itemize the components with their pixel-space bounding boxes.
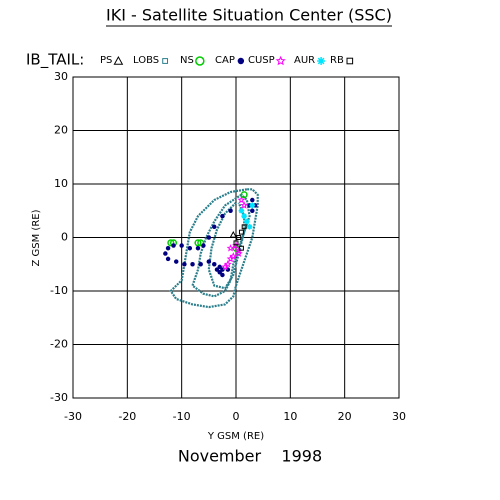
- data-point: [165, 245, 171, 251]
- data-point: [240, 201, 249, 209]
- y-tick-label: -10: [50, 284, 68, 297]
- data-point: [167, 239, 175, 247]
- data-point: [165, 256, 171, 262]
- x-tick-label: -20: [118, 410, 136, 423]
- legend-label: CUSP: [248, 55, 275, 66]
- x-tick-label: 0: [233, 410, 240, 423]
- data-point: [223, 260, 232, 268]
- legend-symbol: [237, 57, 245, 65]
- data-point: [238, 245, 244, 251]
- data-point: [234, 249, 243, 257]
- data-point: [250, 197, 255, 203]
- data-point: [238, 229, 244, 235]
- legend-symbol: [113, 55, 124, 65]
- data-point: [226, 244, 235, 252]
- y-tick-label: 0: [61, 231, 68, 244]
- data-point: [236, 235, 242, 240]
- x-tick-label: 20: [338, 410, 352, 423]
- data-point: [206, 235, 212, 240]
- x-tick-label: 30: [392, 410, 406, 423]
- y-tick-label: 30: [54, 70, 68, 83]
- legend-symbol: [275, 55, 286, 66]
- legend-label: AUR: [294, 55, 315, 66]
- data-point: [171, 243, 176, 248]
- data-point: [226, 254, 235, 263]
- data-point: [229, 252, 238, 260]
- legend-label: LOBS: [133, 55, 159, 66]
- y-tick-label: 20: [54, 124, 68, 137]
- data-point: [233, 240, 239, 246]
- data-point: [212, 224, 217, 230]
- data-point: [197, 239, 205, 247]
- legend-title: IB_TAIL:: [26, 51, 84, 70]
- legend-symbol: [162, 58, 169, 64]
- x-axis-label: Y GSM (RE): [207, 431, 264, 442]
- data-point: [182, 262, 187, 267]
- x-tick-label: 10: [283, 410, 297, 423]
- legend-label: CAP: [215, 55, 235, 66]
- data-point: [246, 224, 253, 230]
- data-point: [173, 259, 179, 264]
- legend-symbol: [195, 56, 205, 66]
- data-point: [187, 245, 193, 251]
- data-point: [244, 218, 250, 225]
- legend-symbol: [317, 57, 326, 65]
- y-tick-label: 10: [54, 177, 68, 190]
- data-point: [241, 224, 247, 230]
- legend-label: PS: [100, 55, 112, 66]
- data-point: [237, 195, 246, 204]
- data-point: [241, 213, 247, 219]
- data-point: [220, 213, 225, 219]
- x-tick-label: -30: [64, 410, 82, 423]
- caption: November 1998: [178, 447, 322, 466]
- data-point: [238, 207, 245, 214]
- data-point: [220, 272, 225, 278]
- data-point: [194, 239, 202, 247]
- data-point: [221, 262, 230, 271]
- legend-symbol: [346, 57, 354, 65]
- data-point: [201, 243, 206, 248]
- data-point: [228, 208, 233, 213]
- legend-label: RB: [330, 55, 344, 66]
- data-point: [163, 251, 168, 256]
- data-point: [250, 208, 255, 213]
- data-point: [198, 262, 203, 267]
- chart-title: IKI - Satellite Situation Center (SSC): [106, 6, 392, 25]
- data-point: [190, 262, 195, 267]
- x-tick-label: -10: [173, 410, 191, 423]
- data-point: [240, 191, 248, 199]
- legend-label: NS: [180, 55, 194, 66]
- data-point: [212, 262, 217, 267]
- y-tick-label: -30: [50, 391, 68, 404]
- data-point: [179, 243, 184, 248]
- data-point: [249, 202, 256, 209]
- data-point: [206, 259, 212, 264]
- data-point: [229, 230, 237, 238]
- data-point: [195, 245, 201, 251]
- y-tick-label: -20: [50, 338, 68, 351]
- y-axis-label: Z GSM (RE): [31, 209, 42, 266]
